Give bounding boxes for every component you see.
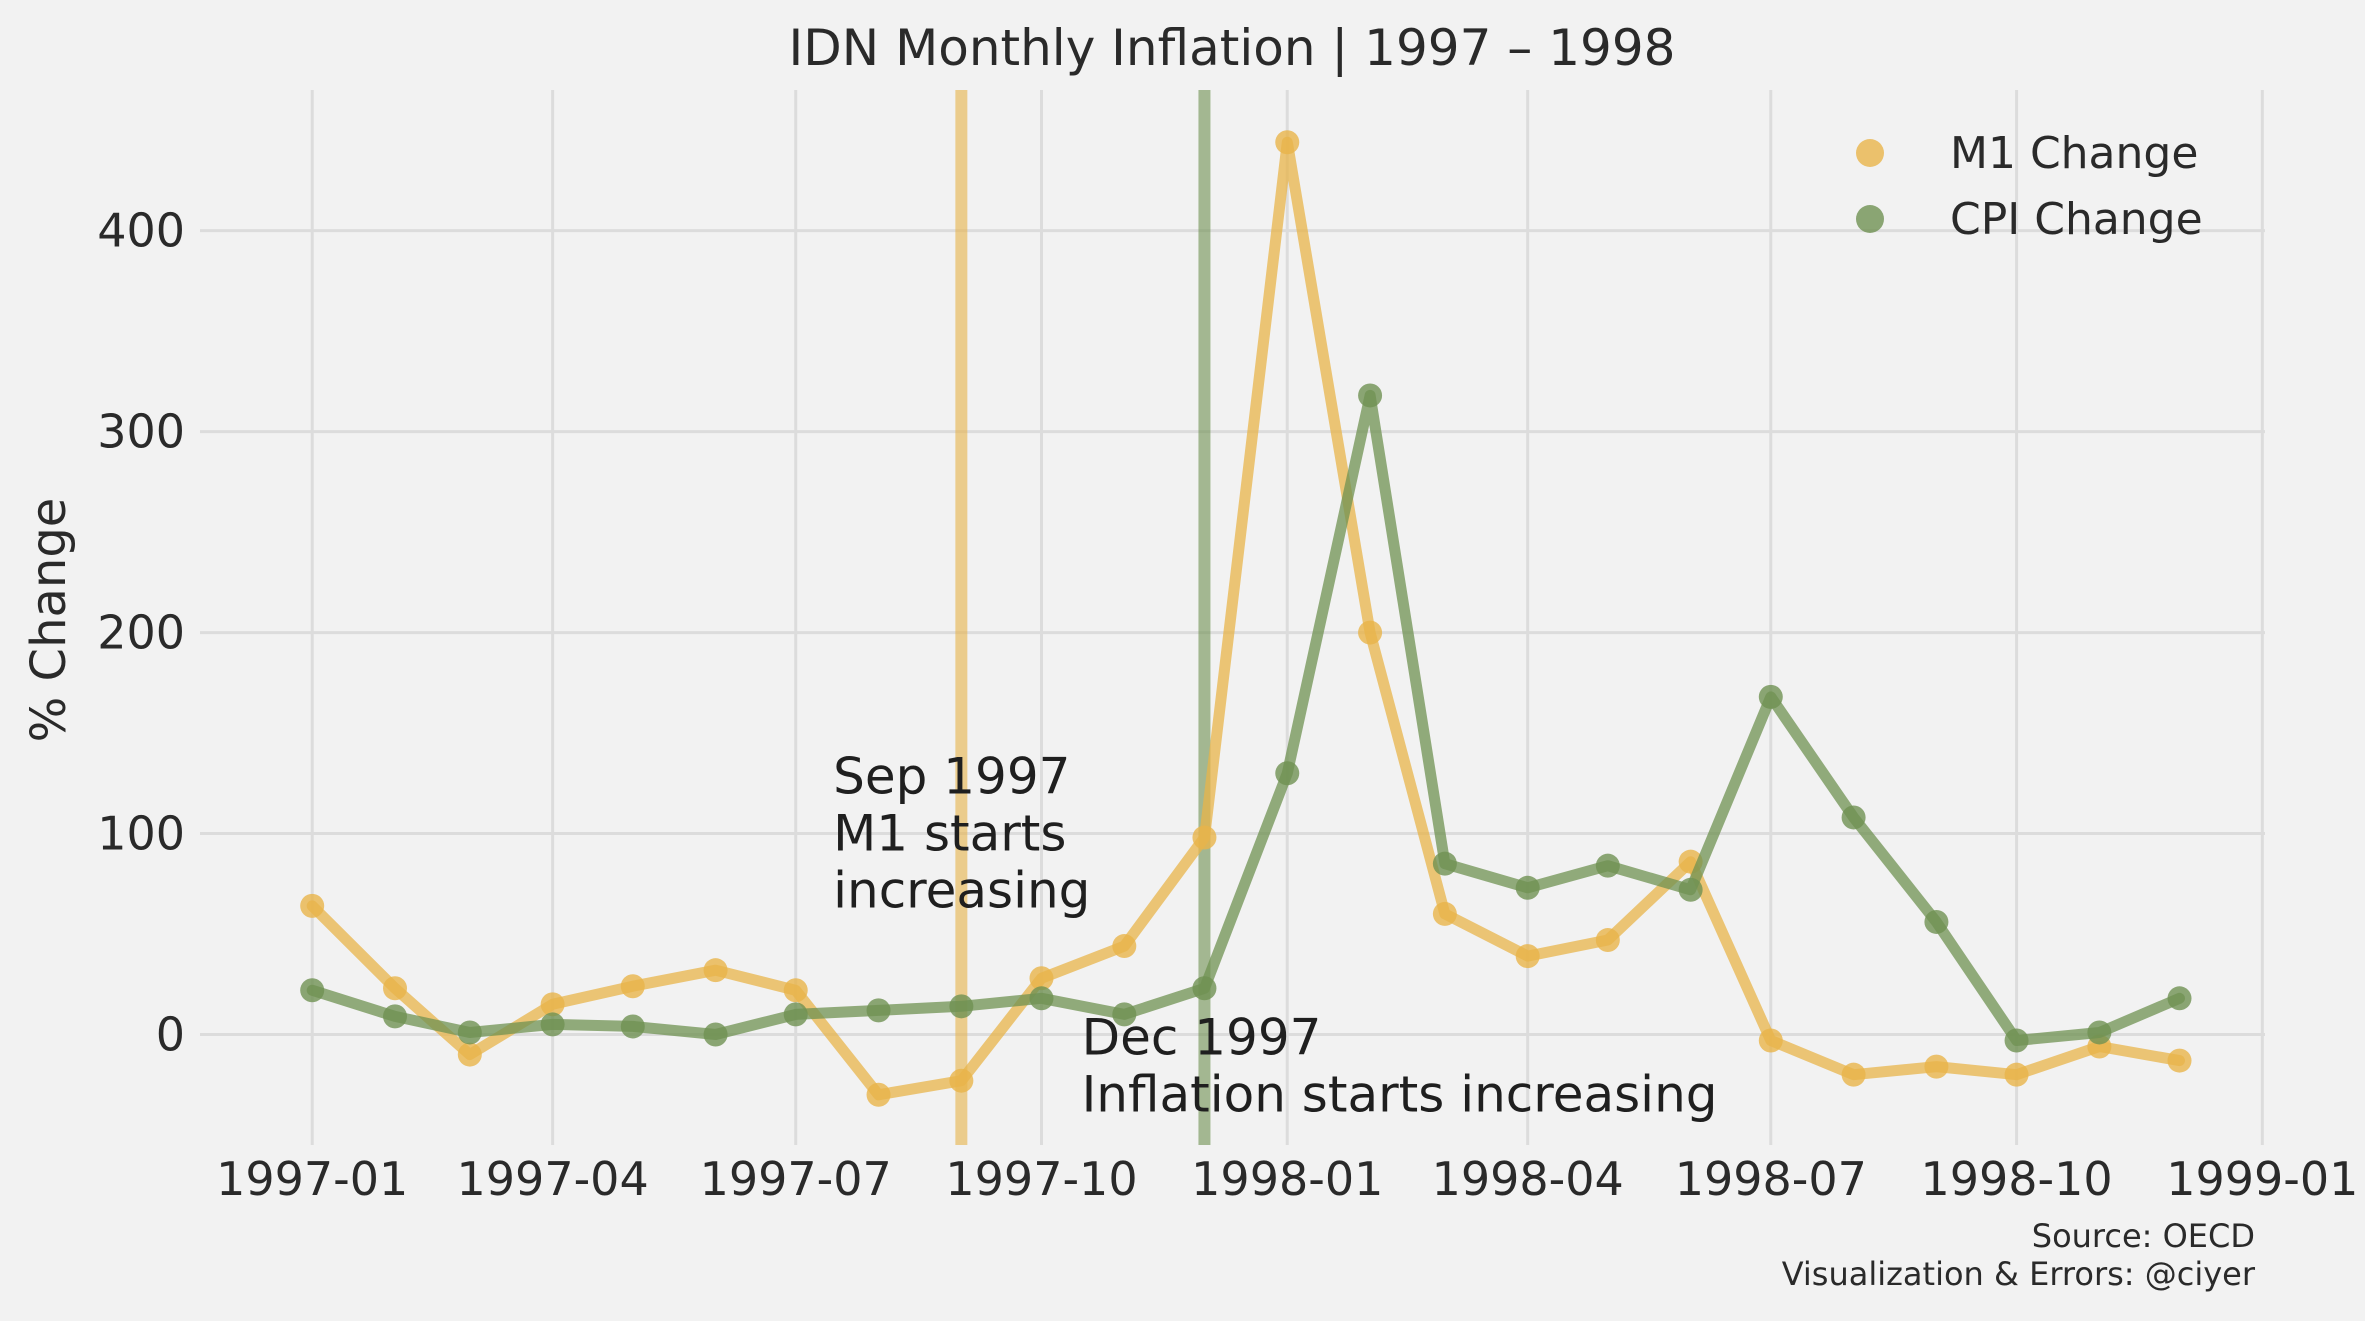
series-2-point <box>866 998 891 1023</box>
series-2-point <box>1924 909 1949 934</box>
grid <box>200 90 2265 1145</box>
series-2-point <box>2087 1020 2112 1045</box>
series-1-point <box>703 958 728 983</box>
series-2-point <box>1841 805 1866 830</box>
y-tick-label: 0 <box>156 1007 185 1061</box>
series-1-point <box>1758 1028 1783 1053</box>
series-1-point <box>1841 1062 1866 1087</box>
annotation-2-line: Inflation starts increasing <box>1082 1066 1718 1124</box>
annotation-2-line: Dec 1997 <box>1082 1009 1322 1067</box>
series-1-point <box>620 974 645 999</box>
series-2-point <box>540 1012 565 1037</box>
series-1-point <box>1275 130 1300 155</box>
series-1-point <box>1515 944 1540 969</box>
vertical-markers <box>955 90 1211 1145</box>
series-1-point <box>1595 928 1620 953</box>
series-2-point <box>1678 877 1703 902</box>
series-2-point <box>1595 853 1620 878</box>
x-tick-label: 1998-04 <box>1432 1152 1624 1206</box>
legend: M1 Change CPI Change <box>1856 128 2203 245</box>
series-1-point <box>783 978 808 1003</box>
series-1-point <box>1358 620 1383 645</box>
x-tick-label: 1997-01 <box>216 1152 408 1206</box>
x-tick-label: 1997-07 <box>700 1152 892 1206</box>
series-layer <box>300 130 2192 1107</box>
series-2-point <box>703 1022 728 1047</box>
series-2-point <box>1358 383 1383 408</box>
series-2-point <box>1112 1002 1137 1027</box>
series-2-point <box>620 1014 645 1039</box>
series-line-2 <box>306 389 2185 1046</box>
annotation-1-line: increasing <box>833 861 1090 919</box>
series-1-point <box>949 1068 974 1093</box>
series-1-point <box>1192 825 1217 850</box>
series-2-point <box>1029 986 1054 1011</box>
x-tick-label: 1998-07 <box>1675 1152 1867 1206</box>
legend-label: M1 Change <box>1950 128 2198 179</box>
series-2-point <box>1432 851 1457 876</box>
series-2-point <box>949 994 974 1019</box>
y-tick-label: 200 <box>97 606 185 660</box>
y-axis-label: % Change <box>21 498 77 743</box>
chart-title: IDN Monthly Inflation | 1997 – 1998 <box>789 19 1676 77</box>
footer-line: Source: OECD <box>2032 1217 2255 1255</box>
x-tick-label: 1998-10 <box>1920 1152 2112 1206</box>
y-tick-labels: 0 100 200 300 400 <box>97 204 185 1062</box>
series-1-point <box>1112 934 1137 959</box>
x-tick-labels: 1997-01 1997-04 1997-07 1997-10 1998-01 1998-… <box>216 1152 2358 1206</box>
series-2-point <box>783 1002 808 1027</box>
legend-marker <box>1856 139 1884 167</box>
x-tick-label: 1997-10 <box>945 1152 1137 1206</box>
series-2-point <box>2004 1028 2029 1053</box>
legend-marker <box>1856 205 1884 233</box>
series-1-point <box>1924 1054 1949 1079</box>
series-2-point <box>1515 875 1540 900</box>
y-tick-label: 300 <box>97 405 185 459</box>
x-tick-label: 1999-01 <box>2166 1152 2358 1206</box>
series-2-point <box>1192 976 1217 1001</box>
footer-line: Visualization & Errors: @ciyer <box>1782 1255 2256 1293</box>
y-tick-label: 100 <box>97 807 185 861</box>
x-tick-label: 1998-01 <box>1191 1152 1383 1206</box>
annotation-1-line: M1 starts <box>833 804 1066 862</box>
series-2-point <box>457 1020 482 1045</box>
series-1-point <box>457 1042 482 1067</box>
series-1-point <box>540 992 565 1017</box>
series-1-point <box>383 976 408 1001</box>
x-tick-label: 1997-04 <box>457 1152 649 1206</box>
annotation-1-line: Sep 1997 <box>833 747 1070 805</box>
series-line-1 <box>306 136 2185 1101</box>
y-tick-label: 400 <box>97 204 185 258</box>
series-2-point <box>1758 684 1783 709</box>
series-1-point <box>300 893 325 918</box>
series-1-point <box>2004 1062 2029 1087</box>
series-1-point <box>866 1082 891 1107</box>
series-1-point <box>2167 1048 2192 1073</box>
series-1-point <box>1432 901 1457 926</box>
series-2-point <box>300 978 325 1003</box>
series-1-point <box>1029 966 1054 991</box>
series-2-point <box>383 1004 408 1029</box>
legend-label: CPI Change <box>1950 194 2203 245</box>
series-2-point <box>1275 761 1300 786</box>
series-2-point <box>2167 986 2192 1011</box>
